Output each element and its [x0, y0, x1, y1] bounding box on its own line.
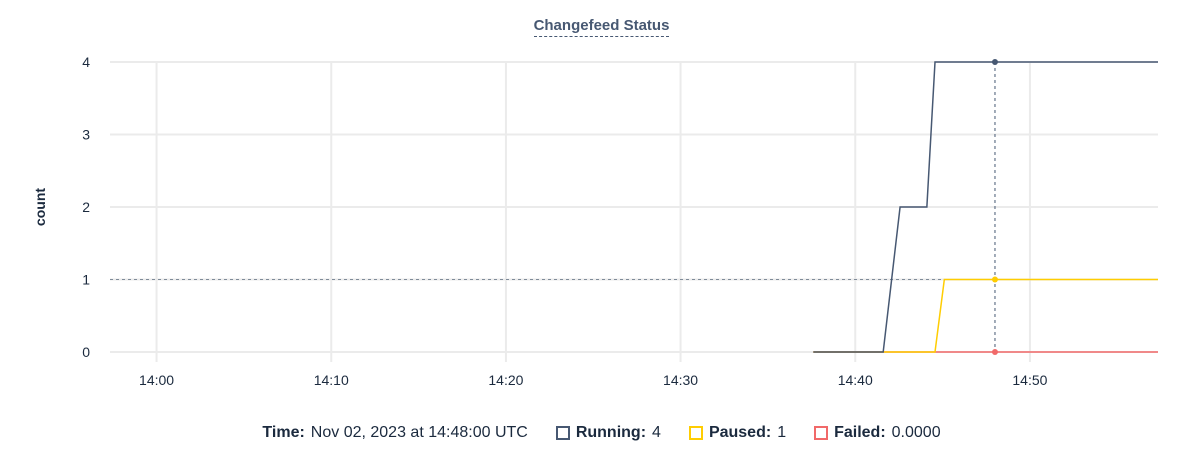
series-line-paused [813, 278, 1158, 353]
y-tick-label: 3 [82, 127, 90, 143]
legend-swatch-running [555, 426, 570, 440]
legend-label: Paused: [708, 424, 772, 441]
legend-value: 4 [652, 424, 661, 441]
x-tick-label: 14:00 [139, 372, 174, 388]
x-tick-label: 14:50 [1012, 372, 1047, 388]
x-tick-label: 14:40 [838, 372, 873, 388]
legend-value: 0.0000 [891, 424, 941, 441]
legend-time: Time: Nov 02, 2023 at 14:48:00 UTC [262, 424, 527, 442]
y-tick-label: 4 [82, 54, 90, 70]
x-tick-label: 14:30 [663, 372, 698, 388]
y-tick-label: 0 [82, 344, 90, 360]
legend-time-label: Time: [262, 424, 305, 441]
legend-value: 1 [777, 424, 787, 441]
hover-point-running [991, 59, 998, 65]
y-axis-label: count [32, 188, 48, 226]
legend-item-paused[interactable]: Paused: 1 [688, 424, 787, 442]
series-line-running [813, 61, 1158, 353]
chart-legend: Time: Nov 02, 2023 at 14:48:00 UTC Runni… [0, 424, 1203, 442]
chart-title[interactable]: Changefeed Status [0, 17, 1203, 37]
y-tick-label: 1 [82, 272, 90, 288]
chart-title-text: Changefeed Status [533, 17, 670, 37]
chart-plot[interactable]: 14:00 14:10 14:20 14:30 14:40 14:50 0 1 2 3 4 count [0, 0, 1203, 400]
x-tick-label: 14:20 [488, 372, 523, 388]
legend-swatch-paused [688, 426, 703, 440]
hover-point-failed [991, 349, 998, 355]
y-tick-label: 2 [82, 199, 90, 215]
legend-item-running[interactable]: Running: 4 [555, 424, 661, 442]
legend-time-value: Nov 02, 2023 at 14:48:00 UTC [310, 424, 528, 441]
legend-label: Running: [575, 424, 647, 441]
hover-point-paused [991, 276, 998, 283]
legend-label: Failed: [834, 424, 886, 441]
legend-item-failed[interactable]: Failed: 0.0000 [814, 424, 941, 442]
legend-swatch-failed [814, 426, 829, 440]
x-tick-label: 14:10 [314, 372, 349, 388]
